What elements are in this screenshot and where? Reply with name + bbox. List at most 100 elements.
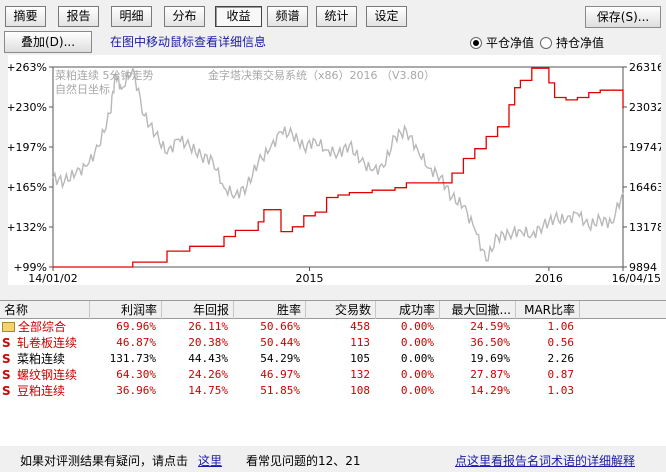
right-tick-label: 16463	[629, 181, 661, 194]
s-strategy-icon: S	[2, 368, 11, 382]
hint-text: 在图中移动鼠标查看详细信息	[110, 35, 267, 49]
table-row[interactable]: S 菜粕连续 131.73% 44.43% 54.29% 105 0.00% 19.69% 2.…	[0, 351, 666, 367]
tab-detail[interactable]: 明细	[111, 6, 152, 27]
row-name[interactable]: S 螺纹钢连续	[0, 367, 90, 383]
table-row[interactable]: S 豆粕连续 36.96% 14.75% 51.85% 108 0.00% 14.29% 1.0…	[0, 383, 666, 399]
tab-statistics[interactable]: 统计	[316, 6, 357, 27]
cell-col-winrate: 51.85%	[260, 384, 300, 397]
cell-col-annual: 44.43%	[188, 352, 228, 365]
x-tick-label: 2015	[296, 272, 324, 285]
plot-frame	[52, 66, 624, 268]
cell-col-annual: 20.38%	[188, 336, 228, 349]
cell-col-annual: 24.26%	[188, 368, 228, 381]
cell-col-success: 0.00%	[400, 336, 434, 349]
row-name[interactable]: S 轧卷板连续	[0, 335, 90, 351]
header-col-annual[interactable]: 年回报	[162, 301, 234, 319]
cell-col-mar: 0.56	[547, 336, 575, 349]
cell-col-success: 0.00%	[400, 352, 434, 365]
cell-col-trades: 458	[350, 320, 370, 333]
row-name[interactable]: 全部综合	[0, 319, 90, 335]
cell-col-drawdown: 14.29%	[470, 384, 510, 397]
row-name-text: 轧卷板连续	[17, 336, 78, 350]
footer-glossary-link[interactable]: 点这里看报告名词术语的详细解释	[455, 454, 636, 468]
table-header: 名称 利润率 年回报 胜率 交易数 成功率 最大回撤... MAR比率	[0, 301, 666, 319]
folder-icon	[2, 321, 15, 332]
cell-col-winrate: 46.97%	[260, 368, 300, 381]
tab-spectrum[interactable]: 频谱	[267, 6, 308, 27]
cell-col-drawdown: 19.69%	[470, 352, 510, 365]
chart-title: 金字塔决策交易系统（x86）2016 （V3.80）	[208, 68, 435, 82]
tab-settings[interactable]: 设定	[366, 6, 407, 27]
returns-chart[interactable]: +263% +230% +197% +165% +132% +99% 26316 23032 1…	[8, 55, 661, 285]
header-col-drawdown[interactable]: 最大回撤...	[440, 301, 516, 319]
s-strategy-icon: S	[2, 336, 11, 350]
tab-distribution[interactable]: 分布	[164, 6, 205, 27]
chart-legend: 菜粕连续 5分钟走势	[55, 68, 154, 82]
right-tick-label: 9894	[629, 261, 657, 274]
right-tick-label: 19747	[629, 141, 661, 154]
radio-label: 平仓净值	[486, 36, 535, 50]
price-series-line	[52, 66, 624, 262]
tab-returns[interactable]: 收益	[215, 6, 262, 27]
right-tick-label: 13178	[629, 221, 661, 234]
overlay-button[interactable]: 叠加(D)...	[4, 31, 92, 53]
right-tick-label: 23032	[629, 101, 661, 114]
header-col-mar[interactable]: MAR比率	[516, 301, 580, 319]
radio-closed-equity[interactable]: 平仓净值	[470, 34, 534, 51]
radio-label: 持仓净值	[556, 36, 605, 50]
cell-col-profit: 64.30%	[116, 368, 156, 381]
header-col-success[interactable]: 成功率	[376, 301, 440, 319]
left-tick-label: +197%	[8, 141, 47, 154]
cell-col-trades: 132	[350, 368, 370, 381]
cell-col-mar: 2.26	[547, 352, 575, 365]
cell-col-profit: 36.96%	[116, 384, 156, 397]
cell-col-winrate: 50.66%	[260, 320, 300, 333]
chart-subtitle: 自然日坐标	[55, 82, 110, 96]
left-tick-label: +165%	[8, 181, 47, 194]
row-name[interactable]: S 豆粕连续	[0, 383, 90, 399]
row-name[interactable]: S 菜粕连续	[0, 351, 90, 367]
footer-faq: 看常见问题的12、21	[246, 454, 361, 468]
x-tick-label: 2016	[535, 272, 563, 285]
cell-col-profit: 46.87%	[116, 336, 156, 349]
right-tick-label: 26316	[629, 61, 661, 74]
row-name-text: 螺纹钢连续	[17, 368, 78, 382]
header-col-profit[interactable]: 利润率	[90, 301, 162, 319]
s-strategy-icon: S	[2, 352, 11, 366]
header-col-winrate[interactable]: 胜率	[234, 301, 306, 319]
cell-col-drawdown: 24.59%	[470, 320, 510, 333]
cell-col-trades: 105	[350, 352, 370, 365]
radio-open-equity[interactable]: 持仓净值	[540, 34, 604, 51]
save-button[interactable]: 保存(S)...	[585, 6, 661, 28]
header-col-trades[interactable]: 交易数	[306, 301, 376, 319]
cell-col-trades: 113	[350, 336, 370, 349]
cell-col-mar: 1.06	[547, 320, 575, 333]
footer-here-link[interactable]: 这里	[198, 454, 223, 468]
cell-col-success: 0.00%	[400, 368, 434, 381]
s-strategy-icon: S	[2, 384, 11, 398]
left-tick-label: +263%	[8, 61, 47, 74]
equity-series-line	[53, 67, 624, 268]
cell-col-mar: 0.87	[547, 368, 575, 381]
table-row[interactable]: 全部综合 69.96% 26.11% 50.66% 458 0.00% 24.59% 1.06	[0, 319, 666, 335]
table-row[interactable]: S 螺纹钢连续 64.30% 24.26% 46.97% 132 0.00% 27.87% 0.…	[0, 367, 666, 383]
cell-col-profit: 131.73%	[109, 352, 156, 365]
chart-svg[interactable]: +263% +230% +197% +165% +132% +99% 26316 23032 1…	[8, 55, 661, 285]
cell-col-winrate: 54.29%	[260, 352, 300, 365]
left-tick-label: +99%	[13, 261, 47, 274]
tab-report[interactable]: 报告	[58, 6, 99, 27]
row-name-text: 全部综合	[18, 320, 67, 334]
x-tick-label: 14/01/02	[28, 272, 77, 285]
cell-col-drawdown: 27.87%	[470, 368, 510, 381]
table-body: 全部综合 69.96% 26.11% 50.66% 458 0.00% 24.59% 1.06…	[0, 319, 666, 399]
toolbar: 摘要 报告 明细 分布 收益 频谱 统计 设定 保存(S)...	[0, 0, 666, 30]
tab-summary[interactable]: 摘要	[5, 6, 46, 27]
cell-col-winrate: 50.44%	[260, 336, 300, 349]
cell-col-trades: 108	[350, 384, 370, 397]
header-col-name[interactable]: 名称	[0, 301, 90, 319]
table-row[interactable]: S 轧卷板连续 46.87% 20.38% 50.44% 113 0.00% 36.50% 0.…	[0, 335, 666, 351]
radio-icon[interactable]	[470, 36, 482, 49]
cell-col-success: 0.00%	[400, 384, 434, 397]
radio-icon[interactable]	[540, 36, 552, 49]
